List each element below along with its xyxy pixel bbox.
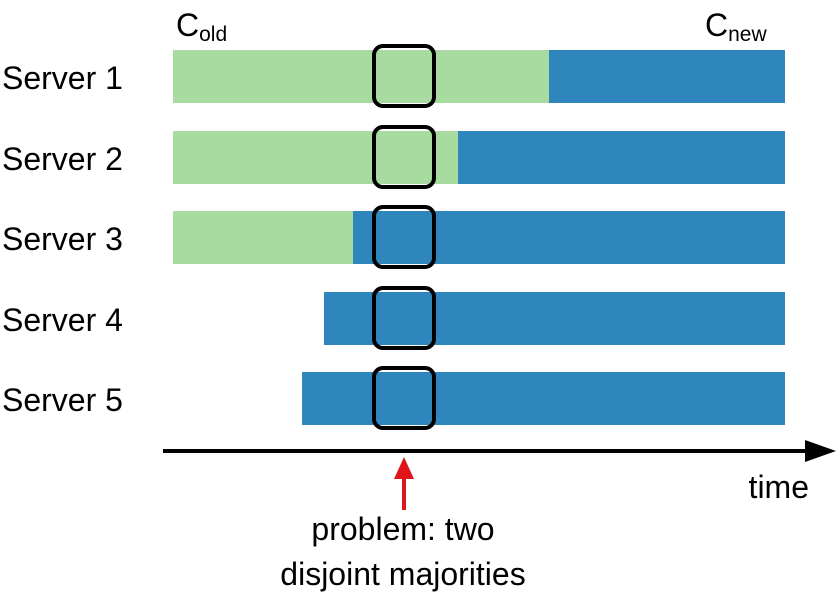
server-3-highlight-box xyxy=(372,205,436,269)
server-5-label: Server 5 xyxy=(2,382,123,418)
problem-arrow-head xyxy=(394,457,414,479)
server-3-old-config-segment xyxy=(173,211,353,264)
annotation-line-2: disjoint majorities xyxy=(280,556,525,592)
server-4-highlight-box xyxy=(372,286,436,350)
server-1-old-config-segment xyxy=(173,50,549,103)
server-2-highlight-box xyxy=(372,125,436,189)
server-1-new-config-segment xyxy=(549,50,785,103)
time-axis-label: time xyxy=(749,469,809,505)
server-4-new-config-segment xyxy=(324,292,785,345)
server-2-label: Server 2 xyxy=(2,141,123,177)
server-4-label: Server 4 xyxy=(2,302,123,338)
server-5-new-config-segment xyxy=(302,372,785,425)
server-1-label: Server 1 xyxy=(2,60,123,96)
annotation-line-1: problem: two xyxy=(311,511,494,547)
server-1-highlight-box xyxy=(372,44,436,108)
time-axis-arrowhead xyxy=(805,440,836,462)
server-2-old-config-segment xyxy=(173,131,458,184)
legend-c-new: Cnew xyxy=(705,7,767,46)
server-2-new-config-segment xyxy=(458,131,785,184)
server-5-highlight-box xyxy=(372,366,436,430)
server-3-new-config-segment xyxy=(353,211,785,264)
legend-c-old: Cold xyxy=(176,7,227,46)
server-3-label: Server 3 xyxy=(2,221,123,257)
